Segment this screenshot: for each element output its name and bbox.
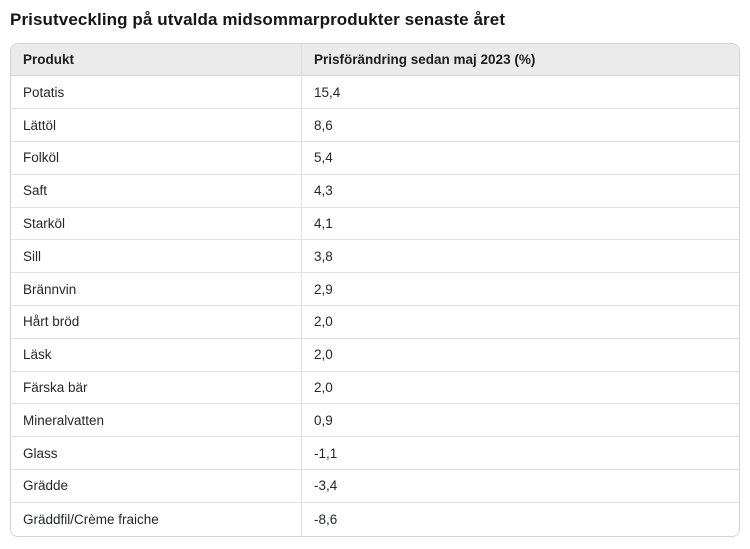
table-row: Hårt bröd 2,0	[11, 305, 739, 339]
table-row: Glass -1,1	[11, 437, 739, 470]
change-cell: 5,4	[301, 141, 739, 175]
product-cell: Färska bär	[11, 371, 301, 405]
table-body: Potatis 15,4 Lättöl 8,6 Folköl 5,4 Saft 4,3 Star…	[11, 76, 739, 536]
product-cell: Lättöl	[11, 109, 301, 142]
product-cell: Gräddfil/Crème fraiche	[11, 502, 301, 536]
product-cell: Folköl	[11, 141, 301, 175]
product-cell: Grädde	[11, 469, 301, 503]
product-cell: Sill	[11, 240, 301, 274]
product-cell: Glass	[11, 437, 301, 470]
change-cell: 2,0	[301, 305, 739, 339]
product-cell: Läsk	[11, 338, 301, 372]
table-header-row: Produkt Prisförändring sedan maj 2023 (%…	[11, 44, 739, 77]
product-cell: Potatis	[11, 76, 301, 110]
change-cell: -1,1	[301, 437, 739, 470]
table-row: Mineralvatten 0,9	[11, 404, 739, 438]
column-header-product: Produkt	[11, 44, 301, 77]
change-cell: 8,6	[301, 109, 739, 142]
table-row: Potatis 15,4	[11, 76, 739, 110]
table-row: Saft 4,3	[11, 174, 739, 208]
product-cell: Starköl	[11, 207, 301, 241]
change-cell: -8,6	[301, 502, 739, 536]
product-cell: Mineralvatten	[11, 404, 301, 438]
table-row: Sill 3,8	[11, 240, 739, 274]
change-cell: 4,3	[301, 174, 739, 208]
price-table: Produkt Prisförändring sedan maj 2023 (%…	[11, 44, 739, 536]
product-cell: Hårt bröd	[11, 305, 301, 339]
table-row: Färska bär 2,0	[11, 371, 739, 405]
table-row: Starköl 4,1	[11, 207, 739, 241]
change-cell: 0,9	[301, 404, 739, 438]
table-row: Grädde -3,4	[11, 469, 739, 503]
change-cell: 4,1	[301, 207, 739, 241]
product-cell: Brännvin	[11, 273, 301, 306]
change-cell: 3,8	[301, 240, 739, 274]
table-row: Gräddfil/Crème fraiche -8,6	[11, 502, 739, 536]
change-cell: 2,0	[301, 338, 739, 372]
price-table-container: Produkt Prisförändring sedan maj 2023 (%…	[10, 43, 740, 537]
change-cell: 2,9	[301, 273, 739, 306]
page-title: Prisutveckling på utvalda midsommarprodu…	[10, 10, 506, 29]
change-cell: 15,4	[301, 76, 739, 110]
table-row: Lättöl 8,6	[11, 109, 739, 142]
product-cell: Saft	[11, 174, 301, 208]
table-row: Läsk 2,0	[11, 338, 739, 372]
change-cell: 2,0	[301, 371, 739, 405]
table-row: Brännvin 2,9	[11, 273, 739, 306]
column-header-change: Prisförändring sedan maj 2023 (%)	[301, 44, 739, 77]
table-row: Folköl 5,4	[11, 141, 739, 175]
change-cell: -3,4	[301, 469, 739, 503]
